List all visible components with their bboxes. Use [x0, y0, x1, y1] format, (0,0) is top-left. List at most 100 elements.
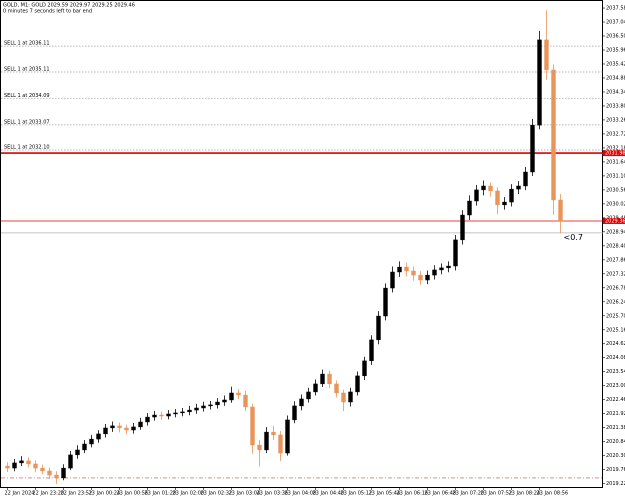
y-tick-label: 2030.56 [606, 187, 625, 193]
y-tick-label: 2022.46 [606, 397, 625, 403]
y-tick-label: 2024.08 [606, 355, 625, 361]
candle-body [131, 426, 136, 431]
y-tick-label: 2036.50 [606, 34, 625, 40]
candle-body [362, 360, 367, 377]
candle-body [117, 425, 122, 429]
y-tick-label: 2021.38 [606, 425, 625, 431]
candle-body [418, 274, 423, 281]
y-tick-label: 2035.96 [606, 47, 625, 53]
candle-body [215, 401, 220, 406]
level-label: SELL 1 at 2032.10 [4, 144, 50, 150]
candle-body [257, 444, 262, 451]
candle-body [467, 200, 472, 216]
candle-body [432, 269, 437, 276]
chart-title: GOLD, M1: GOLD 2029.59 2029.97 2029.25 2… [3, 3, 135, 9]
candle-body [250, 406, 255, 446]
candle-body [187, 409, 192, 413]
y-tick-label: 2019.76 [606, 467, 625, 473]
candle-body [12, 462, 17, 469]
x-tick-label: 22 Jan 23:20 [33, 491, 65, 497]
candle-body [411, 270, 416, 276]
candle-body [530, 124, 535, 173]
candle-body [110, 425, 115, 429]
y-tick-label: 2037.04 [606, 20, 625, 26]
candle-body [397, 266, 402, 273]
candle-body [159, 414, 164, 417]
candle-body [124, 427, 129, 431]
candle-body [327, 373, 332, 385]
y-tick-label: 2026.78 [606, 285, 625, 291]
candle-body [173, 412, 178, 415]
candle-body [285, 419, 290, 454]
y-tick-label: 2028.94 [606, 229, 625, 235]
candle-body [61, 467, 66, 479]
candle-body [138, 421, 143, 428]
y-tick-label: 2035.42 [606, 61, 625, 67]
candle-body [537, 39, 542, 126]
candle-body [40, 467, 45, 472]
candle-body [5, 465, 10, 469]
x-tick-label: 23 Jan 06:16 [397, 491, 429, 497]
candle-body [103, 427, 108, 435]
y-tick-label: 2021.92 [606, 411, 625, 417]
candle-body [243, 394, 248, 408]
x-tick-label: 23 Jan 00:24 [89, 491, 121, 497]
candle-body [348, 391, 353, 403]
candle-body [495, 190, 500, 206]
level-label: SELL 1 at 2033.07 [4, 119, 50, 125]
candle-body [488, 185, 493, 192]
y-tick-label: 2031.10 [606, 173, 625, 179]
candle-body [425, 274, 430, 281]
candle-body [33, 463, 38, 469]
x-tick-label: 22 Jan 2024 [5, 491, 35, 497]
level-label: SELL 1 at 2034.09 [4, 93, 50, 99]
candle-body [68, 454, 73, 469]
y-tick-label: 2020.30 [606, 453, 625, 459]
candle-body [460, 214, 465, 241]
candle-body [516, 185, 521, 190]
y-tick-label: 2025.16 [606, 327, 625, 333]
candle-body [152, 414, 157, 418]
candle-body [89, 438, 94, 445]
x-tick-label: 23 Jan 02:32 [201, 491, 233, 497]
x-tick-label: 23 Jan 04:40 [313, 491, 345, 497]
y-tick-label: 2032.18 [606, 145, 625, 151]
candle-body [180, 411, 185, 414]
y-tick-label: 2032.72 [606, 131, 625, 137]
candle-body [551, 69, 556, 201]
x-tick-label: 23 Jan 08:56 [537, 491, 569, 497]
x-tick-label: 23 Jan 06:48 [425, 491, 457, 497]
price-tag-label: 2031.98 [605, 151, 625, 157]
candle-body [194, 407, 199, 411]
candle-body [341, 392, 346, 403]
x-tick-label: 23 Jan 07:20 [453, 491, 485, 497]
x-tick-label: 23 Jan 05:12 [341, 491, 373, 497]
x-tick-label: 23 Jan 07:52 [481, 491, 513, 497]
candle-body [201, 405, 206, 409]
annotation: <0.7 [564, 233, 583, 242]
candle-body [229, 392, 234, 401]
candle-body [509, 188, 514, 203]
candle-body [376, 315, 381, 341]
candle-body [19, 460, 24, 464]
candle-body [383, 287, 388, 317]
y-tick-label: 2019.22 [606, 481, 625, 487]
y-tick-label: 2033.80 [606, 103, 625, 109]
y-tick-label: 2026.24 [606, 299, 625, 305]
y-tick-label: 2031.64 [606, 159, 625, 165]
y-tick-label: 2027.86 [606, 257, 625, 263]
y-tick-label: 2034.88 [606, 75, 625, 81]
chart-subtitle: 0 minutes 7 seconds left to bar end [3, 9, 92, 15]
x-tick-label: 22 Jan 23:52 [61, 491, 93, 497]
candle-body [222, 399, 227, 403]
candle-body [299, 398, 304, 407]
level-label: SELL 1 at 2035.11 [4, 67, 50, 73]
candle-body [320, 373, 325, 385]
y-tick-label: 2034.34 [606, 89, 625, 95]
candle-body [26, 460, 31, 465]
x-tick-label: 23 Jan 00:56 [117, 491, 149, 497]
candle-body [481, 185, 486, 191]
candle-body [47, 470, 52, 476]
